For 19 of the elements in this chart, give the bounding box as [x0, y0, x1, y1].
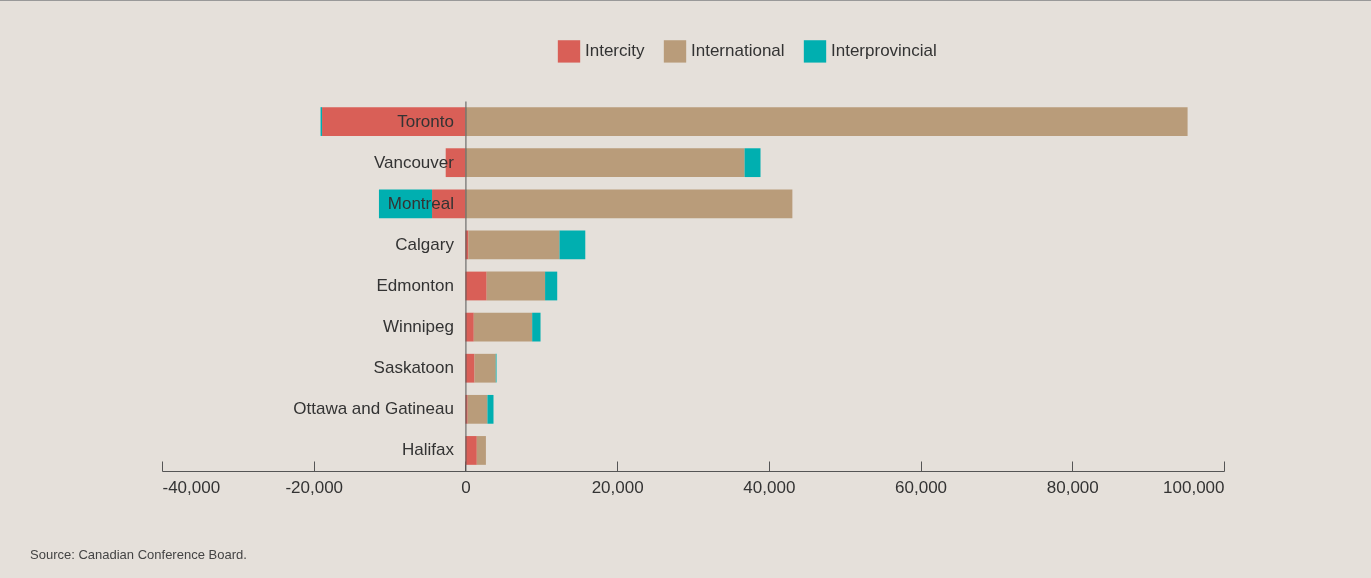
y-tick-label: Saskatoon	[373, 358, 454, 378]
x-tick-label: -40,000	[162, 477, 221, 497]
legend-label: Interprovincial	[831, 41, 937, 61]
x-tick-label: 60,000	[895, 477, 948, 497]
y-tick-label: Toronto	[397, 111, 454, 131]
y-tick-label: Edmonton	[376, 276, 454, 295]
y-tick-label: Halifax	[401, 440, 455, 460]
legend-label: Intercity	[585, 41, 646, 61]
x-tick-label: 40,000	[743, 477, 796, 497]
x-tick-label: 0	[461, 477, 471, 497]
y-tick-label: Calgary	[395, 234, 455, 254]
source-note: Source: Canadian Conference Board.	[30, 547, 247, 562]
x-tick-label: 20,000	[591, 477, 644, 497]
y-tick-label: Ottawa and Gatineau	[293, 399, 454, 419]
y-tick-label: Winnipeg	[383, 317, 454, 337]
legend-label: International	[691, 41, 785, 61]
x-tick-label: 80,000	[1046, 477, 1099, 497]
x-tick-label: -20,000	[285, 477, 344, 497]
x-tick-label: 100,000	[1163, 477, 1225, 497]
